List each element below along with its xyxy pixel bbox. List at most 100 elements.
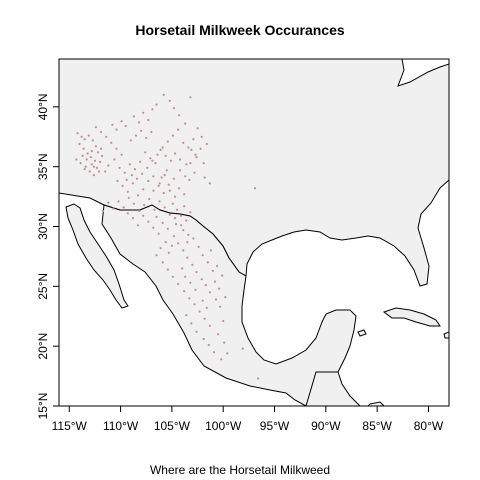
y-tick-label: 40°N [36, 93, 50, 120]
occurrence-point [75, 158, 78, 161]
land-layer [59, 59, 449, 406]
occurrence-point [156, 153, 159, 156]
occurrence-point [162, 191, 165, 195]
occurrence-point [96, 151, 100, 154]
occurrence-point [143, 203, 146, 207]
occurrence-point [190, 148, 193, 151]
occurrence-point [167, 183, 170, 186]
occurrence-point [122, 206, 125, 209]
occurrence-point [158, 182, 161, 185]
occurrence-point [162, 93, 165, 96]
occurrence-point [177, 282, 180, 286]
occurrence-point [166, 140, 169, 143]
occurrence-point [189, 96, 192, 99]
occurrence-point [163, 206, 166, 209]
occurrence-point [147, 118, 150, 122]
occurrence-point [224, 296, 227, 299]
occurrence-point [168, 99, 171, 102]
occurrence-point [182, 229, 185, 232]
occurrence-point [198, 310, 201, 313]
occurrence-point [171, 202, 174, 205]
occurrence-point [100, 147, 103, 150]
occurrence-point [172, 107, 175, 110]
occurrence-point [178, 114, 181, 117]
occurrence-point [134, 134, 138, 137]
occurrence-point [132, 202, 135, 205]
x-tick-label: 105°W [154, 419, 191, 433]
occurrence-point [115, 147, 118, 150]
occurrence-point [153, 208, 156, 211]
occurrence-point [95, 166, 99, 169]
x-tick-label: 80°W [414, 419, 444, 433]
occurrence-point [165, 169, 168, 172]
occurrence-point [155, 254, 158, 257]
x-tick-label: 95°W [260, 419, 290, 433]
occurrence-point [182, 249, 185, 252]
occurrence-point [188, 178, 191, 181]
occurrence-point [197, 245, 200, 248]
occurrence-point [168, 213, 171, 216]
occurrence-point [185, 314, 188, 317]
occurrence-point [151, 108, 154, 111]
occurrence-point [190, 322, 193, 325]
occurrence-point [85, 158, 88, 161]
occurrence-point [123, 171, 126, 174]
occurrence-point [116, 179, 119, 183]
occurrence-point [221, 274, 224, 277]
occurrence-point [200, 135, 203, 138]
occurrence-point [184, 175, 187, 178]
occurrence-point [80, 135, 83, 138]
baja-california-peninsula [65, 203, 129, 309]
occurrence-point [125, 178, 128, 181]
occurrence-point [193, 303, 196, 306]
occurrence-point [195, 330, 198, 333]
occurrence-point [145, 136, 148, 140]
occurrence-point [172, 235, 175, 238]
occurrence-point [147, 179, 150, 183]
occurrence-point [187, 146, 190, 149]
occurrence-point [189, 281, 192, 284]
occurrence-point [167, 251, 170, 254]
occurrence-point [205, 306, 208, 309]
x-axis: 115°W 110°W 105°W 100°W 95°W 90°W 85°W 80°W [52, 406, 444, 433]
occurrence-point [189, 162, 192, 165]
occurrence-point [152, 175, 155, 178]
occurrence-point [81, 154, 84, 157]
occurrence-point [78, 142, 81, 146]
x-tick-label: 100°W [205, 419, 242, 433]
occurrence-point [253, 187, 257, 190]
occurrence-point [181, 267, 184, 270]
occurrence-point [185, 219, 188, 222]
occurrence-point [214, 298, 218, 301]
occurrence-point [170, 244, 173, 247]
occurrence-point [212, 351, 216, 354]
occurrence-point [112, 207, 115, 210]
occurrence-point [173, 217, 177, 220]
occurrence-point [168, 189, 171, 192]
map-subtitle: Where are the Horsetail Milkweed [149, 463, 331, 477]
occurrence-point [173, 152, 177, 155]
occurrence-point [140, 129, 143, 132]
x-tick-label: 110°W [103, 419, 139, 433]
occurrence-point [194, 288, 197, 291]
occurrence-point [183, 290, 186, 293]
occurrence-point [209, 249, 212, 252]
occurrence-point [163, 174, 166, 177]
occurrence-point [155, 103, 158, 106]
occurrence-point [166, 268, 169, 271]
occurrence-point [186, 256, 189, 259]
occurrence-point [208, 324, 211, 327]
occurrence-point [101, 154, 104, 157]
occurrence-point [180, 224, 183, 227]
occurrence-point [179, 169, 182, 172]
occurrence-point [147, 220, 150, 223]
occurrence-point [191, 263, 194, 266]
occurrence-point [127, 196, 130, 199]
occurrence-point [157, 232, 160, 235]
occurrence-point [161, 261, 164, 264]
occurrence-point [138, 209, 141, 213]
occurrence-point [130, 174, 133, 177]
occurrence-point [111, 123, 114, 126]
occurrence-point [184, 122, 187, 125]
